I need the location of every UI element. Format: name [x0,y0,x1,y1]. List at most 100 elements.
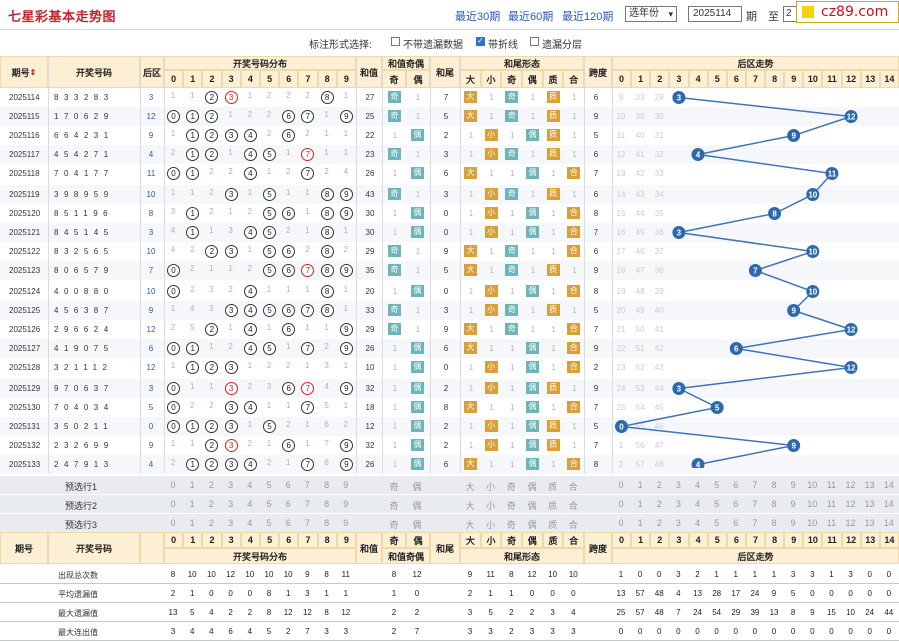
preselect-back[interactable]: 10 [807,499,818,509]
preselect-form[interactable]: 偶 [527,482,537,492]
miss-layer-checkbox[interactable] [530,37,539,46]
preselect-back[interactable]: 1 [637,480,643,490]
preselect-digit[interactable]: 3 [228,518,234,528]
preselect-back[interactable]: 2 [656,499,662,509]
preselect-parity[interactable]: 偶 [412,520,422,530]
preselect-digit[interactable]: 4 [247,499,253,509]
preselect-back[interactable]: 14 [883,518,894,528]
preselect-digit[interactable]: 4 [247,518,253,528]
preselect-form[interactable]: 大 [465,482,475,492]
preselect-form[interactable]: 质 [548,520,558,530]
preselect-back[interactable]: 0 [618,480,624,490]
preselect-digit[interactable]: 4 [247,480,253,490]
preselect-back[interactable]: 12 [845,499,856,509]
preselect-back[interactable]: 7 [752,518,758,528]
preselect-digit[interactable]: 8 [324,480,330,490]
preselect-back[interactable]: 0 [618,499,624,509]
preselect-digit[interactable]: 0 [170,480,176,490]
preselect-back[interactable]: 9 [790,518,796,528]
preselect-back[interactable]: 0 [618,518,624,528]
preselect-form[interactable]: 大 [465,501,475,511]
preselect-digit[interactable]: 2 [208,499,214,509]
preselect-digit[interactable]: 5 [266,499,272,509]
preselect-back[interactable]: 14 [883,480,894,490]
preselect-form[interactable]: 合 [568,501,578,511]
preselect-digit[interactable]: 9 [343,518,349,528]
preselect-parity[interactable]: 偶 [412,501,422,511]
preselect-back[interactable]: 12 [845,480,856,490]
preselect-back[interactable]: 3 [675,480,681,490]
preselect-back[interactable]: 5 [714,499,720,509]
preselect-form[interactable]: 小 [486,501,496,511]
preselect-back[interactable]: 13 [864,499,875,509]
preselect-back[interactable]: 1 [637,499,643,509]
preselect-digit[interactable]: 3 [228,480,234,490]
preselect-back[interactable]: 14 [883,499,894,509]
preselect-digit[interactable]: 8 [324,518,330,528]
preselect-digit[interactable]: 7 [304,518,310,528]
preselect-back[interactable]: 7 [752,499,758,509]
line-checkbox[interactable] [476,36,485,46]
preselect-back[interactable]: 13 [864,480,875,490]
preselect-back[interactable]: 3 [675,518,681,528]
preselect-back[interactable]: 5 [714,480,720,490]
preselect-back[interactable]: 11 [826,499,837,509]
no-miss-checkbox[interactable] [391,37,400,46]
preselect-back[interactable]: 2 [656,518,662,528]
recent-30-link[interactable]: 最近30期 [455,11,501,23]
preselect-back[interactable]: 4 [695,480,701,490]
preselect-parity[interactable]: 偶 [412,482,422,492]
preselect-back[interactable]: 9 [790,499,796,509]
preselect-digit[interactable]: 3 [228,499,234,509]
preselect-digit[interactable]: 1 [189,518,195,528]
preselect-parity[interactable]: 奇 [389,501,399,511]
preselect-back[interactable]: 11 [826,480,837,490]
preselect-digit[interactable]: 6 [285,518,291,528]
preselect-digit[interactable]: 1 [189,480,195,490]
issue-to-input[interactable]: 2 [783,6,797,22]
preselect-digit[interactable]: 7 [304,480,310,490]
preselect-back[interactable]: 4 [695,499,701,509]
preselect-back[interactable]: 9 [790,480,796,490]
preselect-back[interactable]: 7 [752,480,758,490]
preselect-digit[interactable]: 2 [208,480,214,490]
preselect-form[interactable]: 大 [465,520,475,530]
preselect-parity[interactable]: 奇 [389,520,399,530]
preselect-digit[interactable]: 7 [304,499,310,509]
preselect-digit[interactable]: 5 [266,518,272,528]
preselect-form[interactable]: 偶 [527,520,537,530]
recent-120-link[interactable]: 最近120期 [562,11,614,23]
preselect-back[interactable]: 6 [733,480,739,490]
sort-icon[interactable]: ⇕ [29,67,37,77]
preselect-back[interactable]: 13 [864,518,875,528]
preselect-form[interactable]: 合 [568,520,578,530]
preselect-digit[interactable]: 5 [266,480,272,490]
preselect-digit[interactable]: 6 [285,480,291,490]
preselect-back[interactable]: 8 [771,518,777,528]
preselect-back[interactable]: 4 [695,518,701,528]
preselect-form[interactable]: 偶 [527,501,537,511]
preselect-digit[interactable]: 0 [170,499,176,509]
preselect-digit[interactable]: 0 [170,518,176,528]
year-select[interactable]: 选年份 [625,6,677,22]
issue-from-input[interactable]: 2025114 [688,6,742,22]
preselect-back[interactable]: 10 [807,480,818,490]
preselect-digit[interactable]: 8 [324,499,330,509]
preselect-digit[interactable]: 9 [343,480,349,490]
preselect-digit[interactable]: 9 [343,499,349,509]
preselect-back[interactable]: 2 [656,480,662,490]
preselect-parity[interactable]: 奇 [389,482,399,492]
preselect-form[interactable]: 小 [486,482,496,492]
preselect-back[interactable]: 1 [637,518,643,528]
preselect-back[interactable]: 5 [714,518,720,528]
preselect-back[interactable]: 6 [733,518,739,528]
preselect-back[interactable]: 11 [826,518,837,528]
preselect-back[interactable]: 8 [771,499,777,509]
preselect-digit[interactable]: 1 [189,499,195,509]
preselect-digit[interactable]: 2 [208,518,214,528]
preselect-form[interactable]: 质 [548,501,558,511]
preselect-form[interactable]: 小 [486,520,496,530]
preselect-form[interactable]: 质 [548,482,558,492]
recent-60-link[interactable]: 最近60期 [508,11,554,23]
preselect-digit[interactable]: 6 [285,499,291,509]
